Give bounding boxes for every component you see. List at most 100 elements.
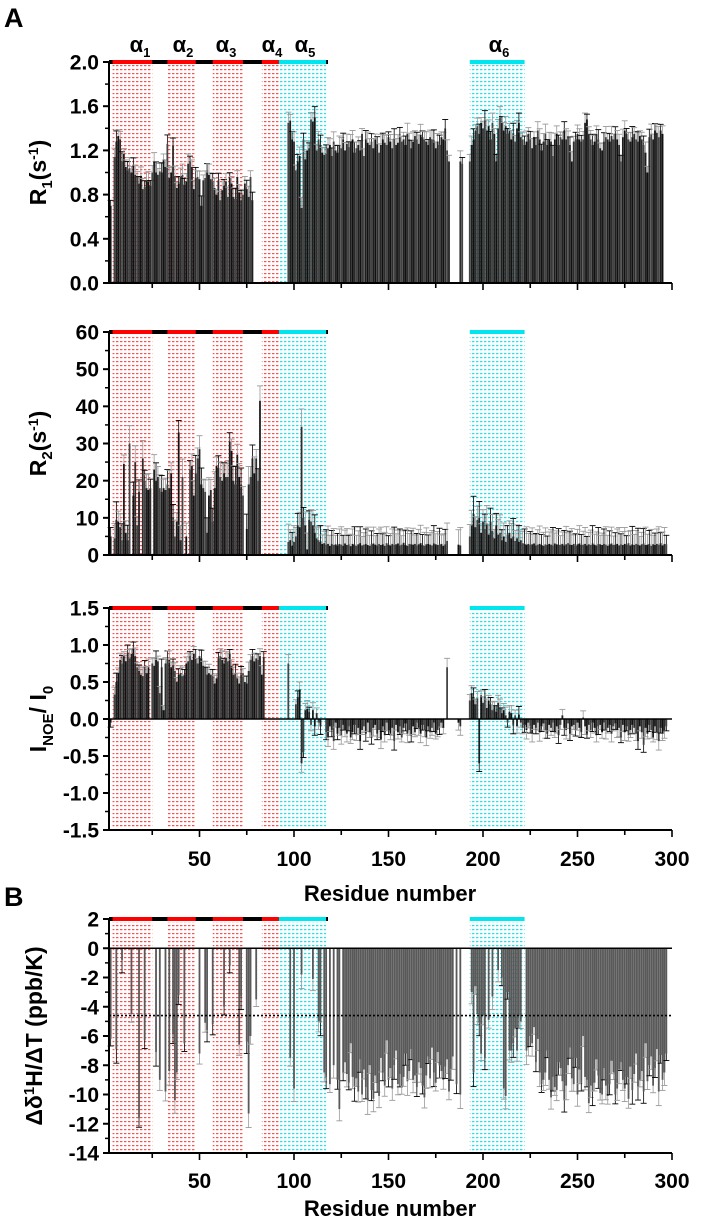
bar-residue-78 (251, 656, 254, 719)
bar-residue-115 (321, 543, 324, 555)
bar-residue-49 (196, 176, 199, 283)
bar-residue-277 (627, 719, 630, 736)
bar-residue-106 (304, 525, 307, 555)
bar-residue-24 (149, 185, 152, 283)
bar-residue-80 (255, 948, 258, 1000)
bar-residue-154 (395, 948, 397, 1051)
bar-residue-147 (381, 948, 384, 1073)
bar-residue-62 (221, 190, 224, 283)
bar-residue-9 (121, 663, 123, 719)
bar-residue-76 (247, 484, 250, 555)
bar-residue-188 (459, 545, 462, 555)
bar-residue-292 (655, 132, 658, 283)
bar-residue-150 (387, 719, 390, 731)
bar-residue-29 (158, 488, 161, 555)
bar-residue-136 (361, 719, 363, 731)
bar-residue-291 (654, 948, 656, 1069)
bar-residue-277 (627, 543, 630, 555)
bar-residue-163 (412, 544, 414, 555)
bar-residue-63 (223, 473, 225, 555)
bar-residue-62 (221, 480, 224, 555)
bar-residue-295 (661, 545, 664, 555)
bar-residue-248 (572, 141, 575, 283)
y-axis-title-sub2: 0 (40, 686, 57, 694)
bar-residue-55 (208, 673, 210, 719)
bar-residue-290 (652, 948, 654, 1086)
bar-residue-24 (149, 488, 152, 555)
bar-residue-58 (213, 683, 216, 719)
bar-residue-133 (355, 545, 358, 555)
bar-residue-218 (516, 128, 518, 283)
bar-residue-227 (533, 948, 535, 1028)
bar-residue-46 (191, 659, 193, 719)
helix-region-1 (112, 335, 153, 555)
bar-residue-136 (361, 948, 363, 1095)
bar-residue-161 (408, 543, 411, 555)
bar-residue-260 (595, 948, 598, 1060)
bar-residue-261 (597, 543, 600, 555)
bar-residue-269 (612, 544, 615, 555)
bar-residue-293 (657, 137, 660, 283)
bar-residue-291 (654, 544, 656, 555)
bar-residue-226 (531, 544, 534, 555)
bar-residue-164 (414, 948, 416, 1076)
helix-region-3 (212, 611, 243, 830)
bar-residue-237 (552, 948, 554, 1077)
bar-residue-297 (665, 544, 668, 555)
bar-residue-181 (446, 948, 448, 1060)
bar-residue-107 (306, 549, 309, 555)
bar-residue-160 (406, 545, 409, 555)
bar-residue-166 (417, 544, 420, 555)
bar-residue-143 (374, 139, 377, 283)
bar-residue-129 (347, 719, 350, 727)
bar-residue-164 (414, 136, 416, 283)
bar-residue-131 (351, 139, 354, 283)
bar-residue-145 (378, 948, 380, 1096)
bar-residue-73 (242, 194, 244, 283)
bar-residue-26 (153, 665, 156, 719)
bar-residue-40 (179, 673, 182, 719)
helix-label-index: 3 (229, 45, 236, 60)
bar-residue-200 (482, 521, 484, 555)
bar-residue-246 (569, 719, 571, 734)
bar-residue-16 (134, 174, 137, 283)
bar-residue-211 (502, 710, 505, 719)
bar-residue-195 (472, 139, 475, 283)
bar-residue-169 (423, 139, 426, 283)
bar-residue-49 (196, 663, 199, 719)
bar-residue-228 (535, 719, 537, 728)
bar-residue-158 (402, 948, 405, 1077)
bar-residue-225 (529, 139, 532, 283)
bar-residue-132 (353, 544, 356, 555)
bar-residue-128 (346, 948, 348, 1075)
bar-residue-226 (531, 719, 534, 734)
y-axis-title-main: R (25, 459, 51, 476)
bar-residue-51 (200, 484, 203, 555)
bar-residue-9 (121, 540, 123, 555)
bar-residue-76 (247, 948, 250, 1114)
bar-residue-218 (516, 538, 518, 555)
bar-residue-68 (232, 196, 235, 283)
bar-residue-72 (240, 200, 242, 283)
bar-residue-25 (151, 172, 154, 283)
bar-residue-266 (606, 139, 609, 283)
bar-residue-231 (540, 719, 543, 727)
bar-residue-182 (448, 948, 450, 1092)
bar-residue-292 (655, 543, 658, 555)
bar-residue-47 (192, 495, 195, 555)
bar-residue-212 (504, 126, 507, 283)
bar-residue-181 (446, 540, 448, 555)
bar-residue-139 (366, 719, 369, 723)
bar-residue-262 (599, 544, 602, 555)
bar-residue-106 (304, 159, 307, 283)
helix-region-2 (167, 922, 196, 1153)
bar-residue-262 (599, 948, 602, 1094)
bar-residue-38 (175, 521, 178, 555)
bar-residue-71 (238, 476, 241, 555)
bar-residue-6 (115, 948, 118, 1050)
bar-residue-201 (483, 119, 486, 284)
bar-residue-107 (306, 150, 309, 283)
bar-residue-224 (527, 719, 530, 723)
bar-residue-165 (415, 545, 418, 555)
bar-residue-171 (427, 543, 430, 555)
